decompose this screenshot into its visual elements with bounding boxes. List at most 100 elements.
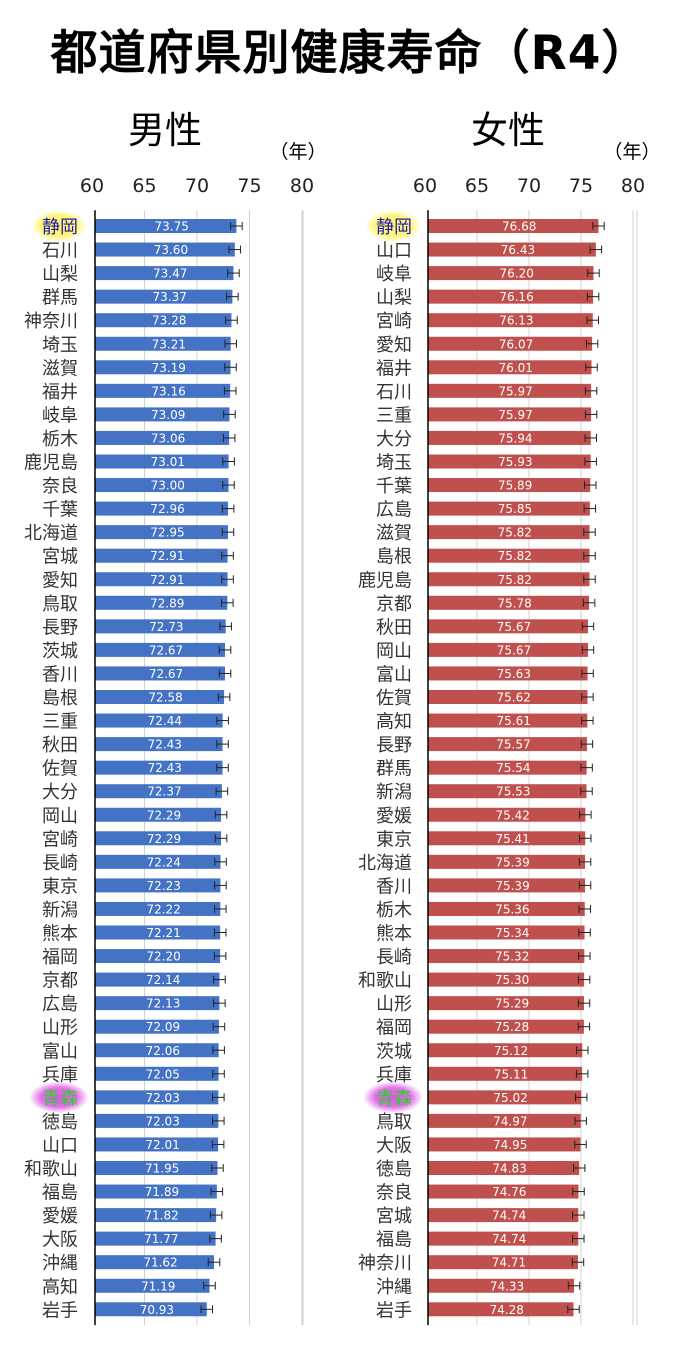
female-data-label: 76.68: [502, 220, 536, 234]
female-category-label: 沖縄: [376, 1277, 412, 1298]
male-data-label: 72.91: [150, 573, 184, 587]
female-bar: [428, 831, 586, 846]
male-data-label: 72.06: [146, 1044, 180, 1058]
male-tick-label: 80: [290, 175, 314, 197]
male-bar: [95, 690, 225, 704]
male-bar: [95, 760, 223, 775]
female-category-label: 島根: [376, 547, 412, 568]
female-bar: [428, 1184, 579, 1199]
female-data-label: 74.76: [492, 1185, 526, 1199]
female-category-label: 長崎: [376, 947, 412, 968]
female-category-label: 三重: [376, 405, 412, 426]
male-data-label: 72.73: [149, 620, 183, 634]
female-tick-label: 80: [621, 175, 645, 197]
female-data-label: 74.74: [492, 1209, 526, 1223]
male-category-label: 滋賀: [42, 358, 78, 379]
female-bar: [428, 854, 586, 869]
male-data-label: 71.95: [145, 1162, 179, 1176]
male-bar: [95, 548, 228, 563]
female-category-label: 山口: [376, 241, 412, 262]
male-data-label: 72.03: [145, 1114, 179, 1128]
female-bar: [428, 430, 591, 445]
male-category-label: 福井: [42, 382, 78, 403]
male-data-label: 73.47: [153, 267, 187, 281]
female-data-label: 74.28: [490, 1303, 524, 1317]
female-tick-label: 70: [517, 175, 541, 197]
female-bar: [428, 1019, 584, 1034]
male-bar: [95, 619, 226, 634]
female-category-label: 長野: [376, 735, 412, 756]
female-data-label: 75.85: [498, 502, 532, 516]
female-category-label: 北海道: [358, 853, 412, 874]
male-data-label: 72.21: [146, 926, 180, 940]
male-category-label: 和歌山: [24, 1159, 78, 1180]
female-data-label: 75.94: [498, 431, 532, 445]
male-data-label: 73.21: [152, 337, 186, 351]
male-bar: [95, 713, 223, 728]
male-category-label: 沖縄: [42, 1253, 78, 1274]
female-category-label: 岡山: [376, 641, 412, 662]
female-category-label: 青森: [376, 1088, 412, 1109]
male-bar: [95, 454, 229, 469]
female-data-label: 75.67: [497, 643, 531, 657]
male-data-label: 72.29: [147, 832, 181, 846]
male-bar: [95, 595, 228, 610]
female-data-label: 74.95: [493, 1138, 527, 1152]
male-bar: [95, 666, 226, 681]
male-bar: [95, 1302, 207, 1317]
male-bar: [95, 1090, 219, 1105]
female-bar: [428, 925, 585, 940]
female-data-label: 75.54: [496, 761, 530, 775]
female-data-label: 74.97: [493, 1114, 527, 1128]
male-bar: [95, 266, 234, 281]
male-data-label: 72.01: [145, 1138, 179, 1152]
female-data-label: 75.82: [498, 549, 532, 563]
male-data-label: 72.89: [150, 596, 184, 610]
female-bar: [428, 972, 585, 987]
male-data-label: 71.77: [144, 1232, 178, 1246]
male-bar: [95, 360, 231, 375]
male-bar: [95, 949, 221, 964]
female-category-label: 新潟: [376, 782, 412, 803]
male-data-label: 71.62: [143, 1256, 177, 1270]
male-chart: 男性 （年） 60 65 70 75 80 静岡 73.75 石川 73.60 山梨 73.47 群馬 73…: [24, 109, 327, 1326]
male-category-label: 山口: [42, 1135, 78, 1156]
male-bar: [95, 854, 221, 869]
male-category-label: 高知: [42, 1277, 78, 1298]
male-category-label: 宮城: [42, 547, 78, 568]
male-category-label: 群馬: [42, 288, 78, 309]
female-data-label: 75.82: [498, 526, 532, 540]
male-data-label: 72.03: [145, 1091, 179, 1105]
male-data-label: 72.05: [146, 1067, 180, 1081]
male-category-label: 大分: [42, 782, 78, 803]
female-category-label: 京都: [376, 594, 412, 615]
female-category-label: 鹿児島: [358, 570, 412, 591]
female-bar: [428, 595, 590, 610]
female-data-label: 75.11: [494, 1067, 528, 1081]
female-tick-label: 60: [413, 175, 437, 197]
male-category-label: 鹿児島: [24, 453, 78, 474]
female-bar: [428, 360, 592, 375]
female-bar: [428, 1231, 579, 1246]
female-data-label: 75.02: [493, 1091, 527, 1105]
female-category-label: 栃木: [376, 900, 412, 921]
female-data-label: 75.36: [495, 902, 529, 916]
male-data-label: 72.67: [149, 643, 183, 657]
male-category-label: 栃木: [42, 429, 78, 450]
female-category-label: 岐阜: [376, 264, 412, 285]
female-bar: [428, 548, 590, 563]
male-bar: [95, 1066, 219, 1081]
female-data-label: 75.61: [496, 714, 530, 728]
male-category-label: 島根: [42, 688, 78, 709]
female-bar: [428, 289, 594, 304]
male-data-label: 72.13: [146, 997, 180, 1011]
female-data-label: 75.93: [498, 455, 532, 469]
female-data-label: 75.97: [498, 384, 532, 398]
male-data-label: 73.60: [154, 243, 188, 257]
female-bar: [428, 737, 587, 752]
female-data-label: 75.53: [496, 785, 530, 799]
male-category-label: 北海道: [24, 523, 78, 544]
female-category-label: 高知: [376, 712, 412, 733]
male-tick-label: 75: [237, 175, 261, 197]
male-category-label: 兵庫: [42, 1065, 78, 1086]
